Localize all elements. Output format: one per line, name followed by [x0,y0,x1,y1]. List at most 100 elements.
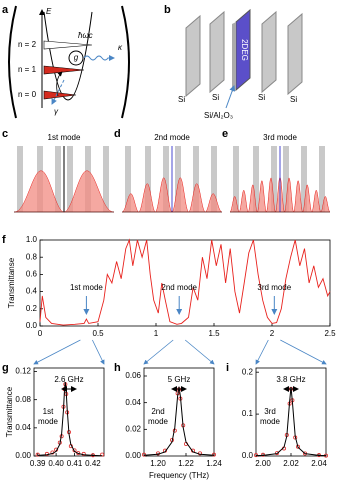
level-label: n = 0 [18,90,37,99]
y-tick-label: 0.04 [15,423,31,432]
scheme: E n = 2 n = 1 n = 0 ħωc g κ γ [8,5,130,119]
waveguide [283,146,289,212]
panel-label: e [222,128,228,140]
y-axis-title: Transmittanse [7,257,16,308]
level [43,65,85,75]
x-tick-label: 2.02 [283,459,299,468]
x-tick-label: 1.5 [208,329,220,338]
linewidth-label: 3.8 GHz [276,375,305,384]
damping-arrow [51,79,65,105]
panel-label: h [114,362,121,374]
layer-label: Si [212,93,219,102]
x-tick-label: 1.22 [178,459,194,468]
slab [209,10,225,94]
damping-label: γ [54,107,59,116]
y-tick-label: 0.12 [15,367,31,376]
y-tick-label: 0.00 [15,451,31,460]
bracket [8,5,17,119]
zoom-connector [33,339,81,365]
waveguide [301,146,307,212]
spacer-label: Si/Al₂O₃ [204,111,233,120]
zoom-connector [143,339,174,365]
mode-annotation: 3rd mode [257,283,291,292]
mode-label: 3rd mode [260,407,281,426]
waveguide [125,146,131,212]
y-tick-label: 0.08 [15,395,31,404]
bracket [121,5,130,119]
panel-label: g [2,362,9,374]
waveguide [193,146,199,212]
cavity-loss-label: κ [118,43,123,52]
device: 2DEG Si Si Si Si Si/Al₂O₃ [178,8,303,120]
waveguide [211,146,217,212]
panel-label: c [2,128,8,140]
panel-label: d [114,128,121,140]
data-point [211,452,216,457]
zoom-connector [184,339,215,365]
x-tick-label: 1 [154,329,159,338]
mode-title: 1st mode [48,133,81,142]
zoom-connector [92,339,105,365]
data-point [76,451,81,456]
plot-frame [33,367,105,457]
y-tick-label: 0.0 [26,321,38,330]
energy-label: E [46,7,52,16]
panel-label: f [2,234,6,246]
level [43,40,93,50]
mode-title: 3rd mode [263,133,297,142]
y-axis-title: Transmittance [5,386,14,437]
panel-label: b [164,4,171,16]
spacer-arrow [225,85,236,109]
plot-frame [143,367,215,457]
waveguide [233,146,239,212]
x-tick-label: 0.39 [30,459,46,468]
x-tick-label: 1.20 [150,459,166,468]
y-tick-label: 0.6 [26,270,38,279]
layer-label: Si [178,95,185,104]
mode-label: 2nd mode [148,407,169,426]
transition [56,71,63,97]
waveguide [55,146,61,212]
x-tick-label: 0.42 [85,459,101,468]
potential [43,11,93,101]
mode-annotation: 1st mode [70,283,103,292]
level-label: n = 2 [18,40,37,49]
y-tick-label: 0.8 [26,252,38,261]
y-tick-label: 1.0 [26,235,38,244]
layer-label: Si [290,95,297,104]
x-tick-label: 2.04 [311,459,327,468]
spacer [232,22,236,92]
panel-label: i [226,362,229,374]
data-point [274,451,279,456]
y-tick-label: 0.4 [26,287,38,296]
y-tick-label: 0.06 [125,371,141,380]
zoom-connector [255,339,269,365]
panel-label: a [2,4,9,16]
linewidth-label: 2.6 GHz [54,375,83,384]
waveguide [253,146,259,212]
layer-label: Si [258,93,265,102]
plot-frame [39,239,331,327]
coupling-node [68,50,84,66]
x-tick-label: 2 [270,329,275,338]
x-tick-label: 2.5 [324,329,336,338]
data-point [141,452,146,457]
x-tick-label: 0.40 [48,459,64,468]
waveguide [67,146,73,212]
slab [261,10,277,94]
y-tick-label: 0.2 [242,367,254,376]
mode-title: 2nd mode [154,133,190,142]
slab [185,14,201,98]
x-tick-label: 0.5 [92,329,104,338]
spectrum-line [39,238,331,326]
waveguide [17,146,23,212]
x-tick-label: 2.00 [255,459,271,468]
x-tick-label: 0 [38,329,43,338]
waveguide [175,146,181,212]
waveguide [271,146,277,212]
photon-label: ħωc [78,31,93,40]
zoom-connector [280,339,327,365]
coupling-label: g [74,53,79,62]
